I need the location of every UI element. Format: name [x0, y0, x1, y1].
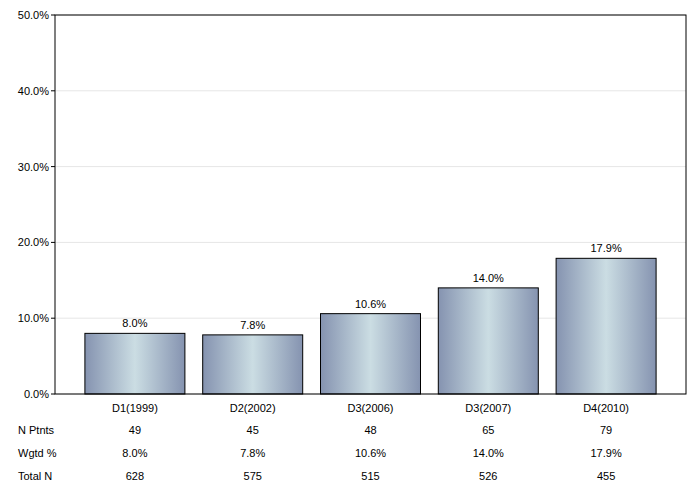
y-tick-label: 0.0% [24, 388, 49, 400]
y-tick-label: 50.0% [18, 9, 49, 21]
table-cell: 455 [597, 470, 615, 482]
y-tick [51, 90, 55, 91]
y-tick-label: 40.0% [18, 85, 49, 97]
row-label: N Ptnts [18, 424, 55, 436]
y-tick [51, 318, 55, 319]
bar [556, 258, 656, 394]
table-cell: 48 [364, 424, 376, 436]
bar [203, 335, 303, 394]
x-tick-label: D3(2007) [465, 402, 511, 414]
x-tick-label: D4(2010) [583, 402, 629, 414]
table-cell: 628 [126, 470, 144, 482]
table-cell: 7.8% [240, 447, 265, 459]
y-tick [51, 242, 55, 243]
data-label: 10.6% [355, 298, 386, 310]
y-tick-label: 10.0% [18, 312, 49, 324]
table-cell: 575 [244, 470, 262, 482]
data-label: 17.9% [590, 242, 621, 254]
data-label: 8.0% [122, 317, 147, 329]
table-cell: 14.0% [473, 447, 504, 459]
y-tick [51, 394, 55, 395]
plot-frame [55, 15, 686, 394]
table-cell: 526 [479, 470, 497, 482]
table-cell: 8.0% [122, 447, 147, 459]
table-cell: 45 [247, 424, 259, 436]
table-cell: 515 [361, 470, 379, 482]
table-cell: 79 [600, 424, 612, 436]
x-tick-label: D1(1999) [112, 402, 158, 414]
y-tick [51, 15, 55, 16]
data-label: 14.0% [473, 272, 504, 284]
y-tick [51, 166, 55, 167]
y-tick-label: 20.0% [18, 236, 49, 248]
grid-line [55, 90, 686, 91]
row-label: Wgtd % [18, 447, 57, 459]
x-tick-label: D3(2006) [348, 402, 394, 414]
chart: 0.0% 10.0% 20.0% 30.0% 40.0% 50.0% 8.0% 7.8% 10.… [0, 0, 700, 500]
table-cell: 10.6% [355, 447, 386, 459]
data-label: 7.8% [240, 319, 265, 331]
grid-line [55, 166, 686, 167]
row-label: Total N [18, 470, 52, 482]
y-tick-label: 30.0% [18, 161, 49, 173]
x-tick-label: D2(2002) [230, 402, 276, 414]
table-cell: 65 [482, 424, 494, 436]
bar [85, 333, 185, 394]
bar [438, 288, 538, 394]
table-cell: 17.9% [590, 447, 621, 459]
table-cell: 49 [129, 424, 141, 436]
bar [321, 314, 421, 394]
